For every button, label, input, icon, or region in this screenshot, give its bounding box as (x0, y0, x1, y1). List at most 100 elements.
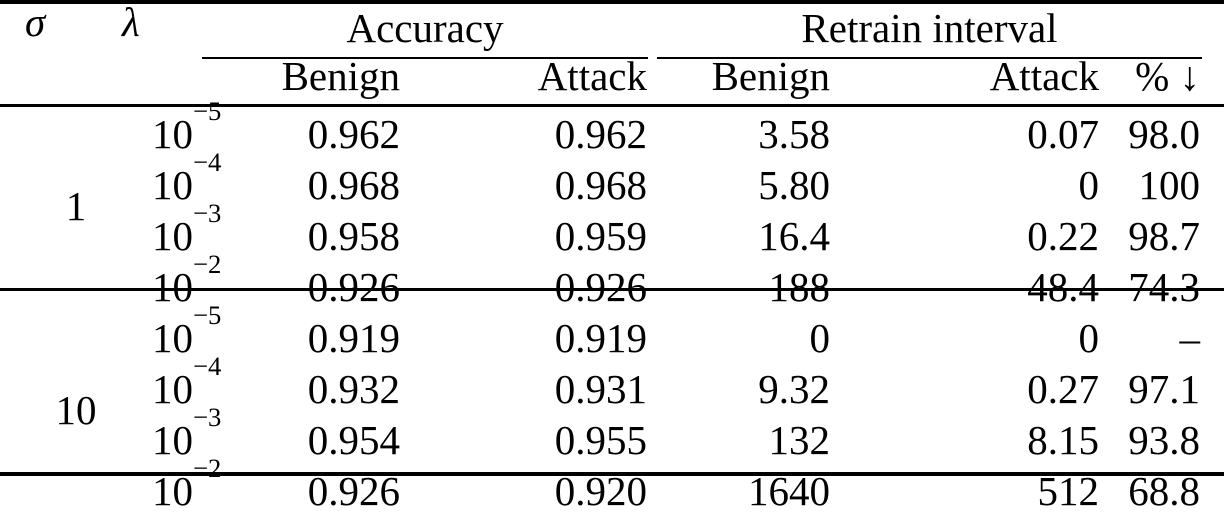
group-separator-rule (0, 288, 1224, 291)
cell-retrain-benign: 0 (809, 315, 831, 361)
spacer-cell (410, 0, 648, 56)
accuracy-attack-header: Attack (537, 53, 647, 99)
accuracy-benign-header: Benign (281, 53, 400, 99)
bottom-rule (0, 472, 1224, 476)
cell-retrain-benign: 3.58 (758, 111, 830, 157)
cell-lambda: 10−5 (122, 98, 240, 157)
cell-lambda: 10−3 (122, 404, 240, 463)
spacer-cell (240, 0, 410, 56)
cell-acc-attack: 0.920 (554, 468, 647, 514)
cell-retrain-benign: 132 (768, 417, 831, 463)
cell-acc-attack: 0.931 (554, 366, 647, 412)
cell-retrain-benign: 16.4 (758, 213, 830, 259)
table-row: 10−4 0.968 0.968 5.80 0 100 (22, 149, 1202, 208)
sigma-10-group: 10 10−5 0.919 0.919 0 0 – 10−4 0.932 0.9… (22, 302, 1202, 514)
lambda-base: 10 (152, 162, 193, 208)
cell-acc-benign: 0.954 (307, 417, 400, 463)
table-row: 10−3 0.954 0.955 132 8.15 93.8 (22, 404, 1202, 463)
lambda-exponent: −2 (193, 249, 222, 280)
cell-lambda: 10−4 (122, 353, 240, 412)
top-rule (0, 0, 1224, 4)
accuracy-spanner-header: Accuracy (346, 5, 504, 51)
table-row: 10 10−5 0.919 0.919 0 0 – (22, 302, 1202, 430)
cell-lambda: 10−2 (122, 251, 240, 310)
cell-acc-benign: 0.926 (307, 468, 400, 514)
cell-acc-benign: 0.919 (307, 315, 400, 361)
cell-sigma: 1 (65, 182, 87, 229)
cell-retrain-attack: 0.07 (1027, 111, 1099, 157)
lambda-exponent: −3 (193, 198, 222, 229)
header-rule (0, 104, 1224, 107)
cell-acc-benign: 0.962 (307, 111, 400, 157)
lambda-base: 10 (152, 417, 193, 463)
cell-acc-benign: 0.926 (307, 264, 400, 310)
table-row: 10−3 0.958 0.959 16.4 0.22 98.7 (22, 200, 1202, 259)
accuracy-underline-rule (202, 57, 648, 59)
cell-retrain-attack: 48.4 (1027, 264, 1099, 310)
lambda-base: 10 (152, 366, 193, 412)
cell-percent-decrease: 98.7 (1128, 213, 1200, 259)
cell-percent-decrease: 97.1 (1128, 366, 1200, 412)
results-table: σ λ Benign Attack Benign Attack % ↓ 1 (22, 0, 1202, 512)
cell-retrain-attack: 512 (1037, 468, 1100, 514)
percent-decrease-header: % ↓ (1135, 53, 1200, 99)
table-row: 1 10−5 0.962 0.962 3.58 0.07 98.0 (22, 98, 1202, 226)
spacer-cell (122, 56, 240, 104)
spacer-cell (648, 0, 838, 56)
cell-lambda: 10−5 (122, 302, 240, 361)
cell-acc-attack: 0.962 (554, 111, 647, 157)
lambda-exponent: −4 (193, 351, 222, 382)
sigma-1-group: 1 10−5 0.962 0.962 3.58 0.07 98.0 10−4 0… (22, 98, 1202, 310)
cell-acc-attack: 0.959 (554, 213, 647, 259)
cell-retrain-attack: 0 (1078, 162, 1100, 208)
lambda-exponent: −5 (193, 300, 222, 331)
lambda-base: 10 (152, 213, 193, 259)
spacer-cell (838, 0, 1102, 56)
table-row: 10−2 0.926 0.926 188 48.4 74.3 (22, 251, 1202, 310)
cell-acc-attack: 0.955 (554, 417, 647, 463)
cell-retrain-benign: 1640 (748, 468, 830, 514)
sigma-column-header: σ (25, 0, 46, 45)
cell-retrain-benign: 188 (768, 264, 831, 310)
cell-percent-decrease: 98.0 (1128, 111, 1200, 157)
cell-retrain-benign: 5.80 (758, 162, 830, 208)
cell-retrain-attack: 0 (1078, 315, 1100, 361)
lambda-base: 10 (152, 264, 193, 310)
cell-lambda: 10−2 (122, 455, 240, 514)
table-row: 10−4 0.932 0.931 9.32 0.27 97.1 (22, 353, 1202, 412)
retrain-attack-header: Attack (989, 53, 1099, 99)
cell-retrain-benign: 9.32 (758, 366, 830, 412)
cell-percent-decrease: – (1179, 315, 1201, 361)
table-row: 10−2 0.926 0.920 1640 512 68.8 (22, 455, 1202, 514)
header-row-2: Benign Attack Benign Attack % ↓ (22, 56, 1202, 104)
retrain-benign-header: Benign (711, 53, 830, 99)
cell-acc-benign: 0.958 (307, 213, 400, 259)
cell-percent-decrease: 93.8 (1128, 417, 1200, 463)
lambda-exponent: −2 (193, 453, 222, 484)
cell-retrain-attack: 8.15 (1027, 417, 1099, 463)
lambda-base: 10 (152, 315, 193, 361)
cell-acc-attack: 0.926 (554, 264, 647, 310)
table-header: σ λ Benign Attack Benign Attack % ↓ (22, 0, 1202, 104)
cell-lambda: 10−4 (122, 149, 240, 208)
cell-acc-attack: 0.919 (554, 315, 647, 361)
retrain-spanner-header: Retrain interval (801, 5, 1058, 51)
cell-sigma: 10 (55, 386, 97, 433)
cell-retrain-attack: 0.27 (1027, 366, 1099, 412)
lambda-base: 10 (152, 468, 193, 514)
spacer-cell (1102, 0, 1202, 56)
cell-percent-decrease: 74.3 (1128, 264, 1200, 310)
cell-retrain-attack: 0.22 (1027, 213, 1099, 259)
lambda-exponent: −3 (193, 402, 222, 433)
retrain-underline-rule (657, 57, 1202, 59)
lambda-column-header: λ (122, 0, 140, 45)
header-row-1: σ λ (22, 0, 1202, 56)
spacer-cell (22, 56, 122, 104)
cell-acc-benign: 0.968 (307, 162, 400, 208)
cell-percent-decrease: 68.8 (1128, 468, 1200, 514)
lambda-exponent: −4 (193, 147, 222, 178)
cell-lambda: 10−3 (122, 200, 240, 259)
lambda-base: 10 (152, 111, 193, 157)
cell-acc-benign: 0.932 (307, 366, 400, 412)
